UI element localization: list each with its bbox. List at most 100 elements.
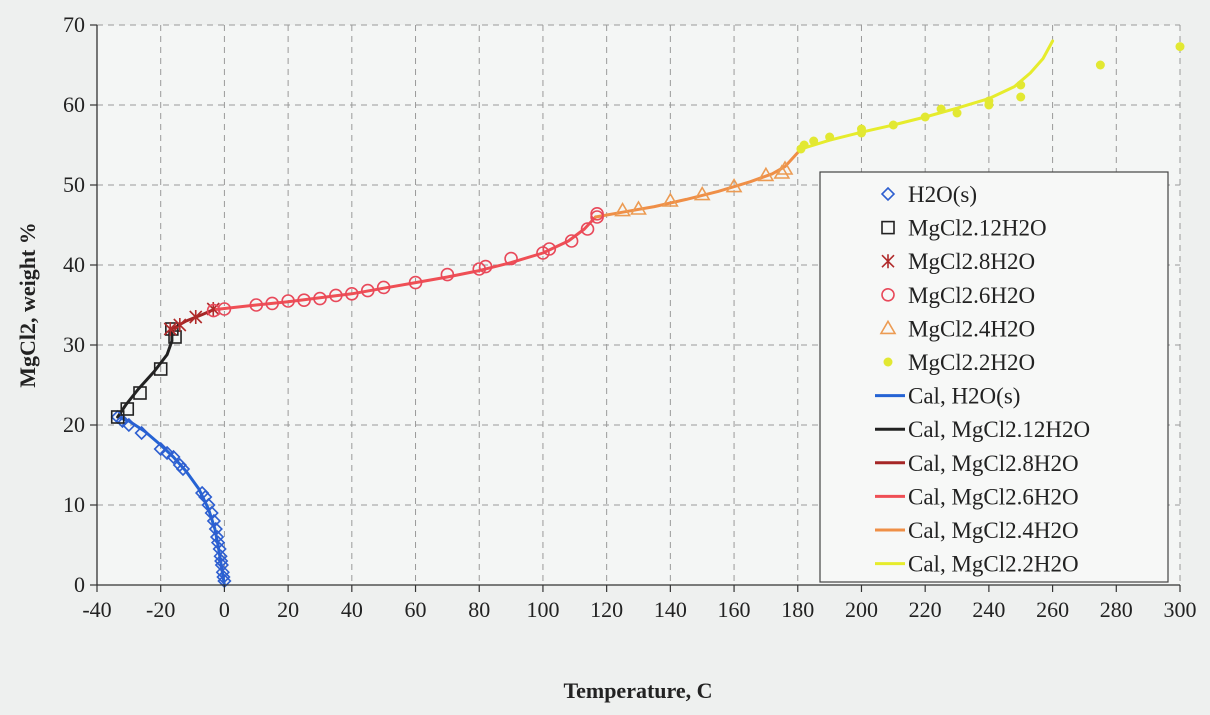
data-point	[173, 318, 187, 332]
legend: H2O(s) MgCl2.12H2O MgCl2.8H2O MgCl2.6H2O MgC…	[819, 171, 1169, 583]
data-point	[166, 449, 181, 465]
legend-label: Cal, H2O(s)	[908, 384, 1020, 409]
legend-item-mgcl2-8h2o: MgCl2.8H2O	[881, 249, 1035, 274]
legend-item-cal-mgcl2-8h2o: Cal, MgCl2.8H2O	[875, 451, 1079, 476]
legend-item-cal-mgcl2-12h2o: Cal, MgCl2.12H2O	[875, 417, 1090, 442]
data-point	[856, 124, 866, 134]
x-tick-label: 180	[781, 597, 814, 622]
data-point	[175, 461, 191, 477]
x-tick-label: -20	[146, 597, 175, 622]
data-point	[376, 280, 391, 295]
series-mgcl2-8h2o	[163, 302, 220, 336]
legend-swatch	[879, 319, 897, 335]
data-point	[168, 330, 182, 344]
data-point	[198, 489, 213, 505]
data-point	[920, 112, 930, 122]
y-tick-label: 20	[63, 412, 85, 437]
data-point	[580, 222, 595, 236]
legend-label: MgCl2.2H2O	[908, 350, 1035, 375]
legend-item-mgcl2-4h2o: MgCl2.4H2O	[879, 316, 1035, 341]
data-point	[1095, 60, 1105, 70]
x-tick-label: 20	[277, 597, 299, 622]
data-point	[757, 166, 775, 182]
data-point	[360, 283, 375, 298]
data-point	[661, 192, 679, 207]
data-point	[120, 402, 135, 416]
legend-label: MgCl2.6H2O	[908, 283, 1035, 308]
x-tick-label: 40	[341, 597, 363, 622]
data-point	[952, 108, 962, 118]
data-point	[249, 298, 264, 312]
x-tick-label: 140	[654, 597, 687, 622]
y-axis-label: MgCl2, weight %	[15, 222, 40, 388]
data-point	[542, 242, 557, 256]
legend-item-cal-mgcl2-4h2o: Cal, MgCl2.4H2O	[875, 518, 1079, 543]
legend-label: H2O(s)	[908, 182, 977, 207]
data-point	[776, 160, 794, 175]
data-point	[984, 96, 994, 106]
data-point	[209, 529, 225, 545]
x-axis-label: Temperature, C	[563, 678, 712, 703]
x-tick-label: 300	[1164, 597, 1197, 622]
x-tick-label: 240	[972, 597, 1005, 622]
data-point	[159, 445, 175, 461]
x-tick-label: 220	[909, 597, 942, 622]
data-point	[217, 302, 232, 316]
data-point	[281, 294, 295, 308]
x-tick-label: 280	[1100, 597, 1133, 622]
data-point	[564, 234, 579, 248]
data-point	[206, 513, 222, 529]
data-point	[313, 291, 327, 306]
data-point	[590, 207, 604, 221]
data-point	[1175, 42, 1185, 52]
data-point	[329, 288, 343, 303]
series-mgcl2-12h2o	[110, 322, 182, 424]
x-tick-label: 160	[718, 597, 751, 622]
legend-label: Cal, MgCl2.12H2O	[908, 417, 1090, 442]
data-point	[440, 267, 455, 282]
series-mgcl2-4h2o	[614, 160, 794, 217]
y-tick-label: 50	[63, 172, 85, 197]
data-point	[165, 322, 179, 336]
legend-item-cal-mgcl2-6h2o: Cal, MgCl2.6H2O	[875, 484, 1079, 509]
data-point	[153, 362, 168, 376]
legend-item-h2o-s: H2O(s)	[880, 182, 977, 207]
legend-box	[819, 171, 1169, 583]
data-point	[693, 186, 711, 201]
legend-item-cal-mgcl2-2h2o: Cal, MgCl2.2H2O	[875, 552, 1079, 577]
y-tick-label: 30	[63, 332, 85, 357]
x-tick-label: -40	[82, 597, 111, 622]
data-point	[504, 251, 518, 266]
data-point	[133, 386, 147, 400]
data-point	[121, 417, 136, 433]
x-tick-label: 100	[526, 597, 559, 622]
x-tick-label: 60	[405, 597, 427, 622]
data-point	[153, 441, 168, 457]
data-point	[115, 413, 130, 429]
data-point	[206, 303, 221, 318]
data-point	[888, 120, 898, 130]
legend-item-mgcl2-2h2o: MgCl2.2H2O	[883, 350, 1035, 375]
data-point	[345, 286, 359, 301]
x-tick-label: 80	[468, 597, 490, 622]
data-points	[110, 42, 1185, 589]
data-point	[472, 262, 487, 276]
x-tick-label: 120	[590, 597, 623, 622]
data-point	[725, 178, 743, 193]
legend-label: Cal, MgCl2.8H2O	[908, 451, 1079, 476]
legend-swatch	[881, 220, 895, 235]
series-mgcl2-2h2o	[796, 42, 1185, 154]
data-point	[809, 136, 819, 146]
data-point	[825, 132, 835, 142]
x-tick-label: 0	[219, 597, 230, 622]
data-point	[265, 296, 279, 311]
legend-item-mgcl2-6h2o: MgCl2.6H2O	[881, 283, 1035, 308]
data-point	[172, 457, 187, 473]
y-tick-label: 70	[63, 12, 85, 37]
y-tick-label: 0	[74, 572, 85, 597]
legend-item-cal-h2o-s: Cal, H2O(s)	[875, 384, 1020, 409]
data-point	[163, 322, 177, 336]
data-point	[1016, 92, 1026, 102]
legend-swatch	[883, 357, 893, 367]
axes: -40 -20 0 20 40 60 80 100 120 140 160 180 200 220 240 2…	[63, 12, 1197, 622]
